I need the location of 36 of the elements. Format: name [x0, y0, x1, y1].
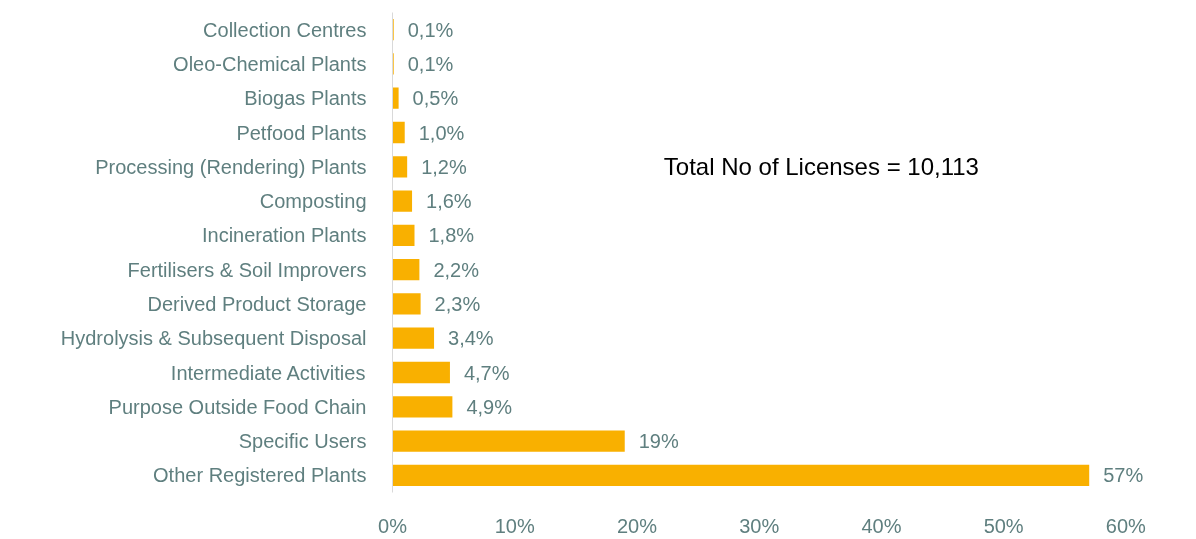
data-label: 4,7% — [463, 361, 510, 384]
y-tick-label: Intermediate Activities — [170, 361, 366, 384]
data-label: 57% — [1103, 464, 1144, 487]
data-label: 1,2% — [421, 155, 467, 178]
data-label: 2,3% — [434, 292, 481, 315]
y-tick-label: Petfood Plants — [236, 121, 367, 144]
x-tick-label: 30% — [739, 514, 780, 537]
y-tick-label: Hydrolysis & Subsequent Disposal — [60, 327, 367, 350]
x-tick-label: 20% — [616, 514, 658, 537]
y-tick-label: Biogas Plants — [244, 87, 367, 110]
x-tick-label: 0% — [378, 514, 408, 537]
data-label: 1,8% — [428, 224, 475, 247]
data-label: 19% — [638, 430, 679, 453]
y-tick-label: Fertilisers & Soil Improvers — [127, 258, 367, 281]
y-tick-label: Other Registered Plants — [153, 464, 367, 487]
y-tick-label: Oleo-Chemical Plants — [173, 52, 367, 75]
data-label: 0,5% — [412, 87, 459, 110]
y-tick-label: Collection Centres — [203, 18, 367, 41]
x-tick-label: 50% — [983, 514, 1024, 537]
data-label: 1,0% — [418, 121, 465, 144]
data-label: 1,6% — [426, 190, 472, 213]
data-label: 0,1% — [407, 18, 454, 41]
y-tick-label: Derived Product Storage — [147, 292, 367, 315]
y-tick-label: Incineration Plants — [201, 224, 367, 247]
x-tick-label: 10% — [494, 514, 535, 537]
data-label: 3,4% — [448, 327, 494, 350]
data-label: 4,9% — [466, 395, 513, 418]
y-tick-label: Purpose Outside Food Chain — [108, 395, 367, 418]
annotation: Total No of Licenses = 10,113 — [663, 153, 979, 181]
y-tick-label: Processing (Rendering) Plants — [95, 155, 367, 178]
data-label: 2,2% — [433, 258, 480, 281]
x-tick-label: 40% — [861, 514, 902, 537]
y-tick-label: Specific Users — [238, 430, 367, 453]
x-tick-label: 60% — [1105, 514, 1147, 537]
data-label: 0,1% — [407, 52, 454, 75]
y-tick-label: Composting — [259, 190, 367, 213]
